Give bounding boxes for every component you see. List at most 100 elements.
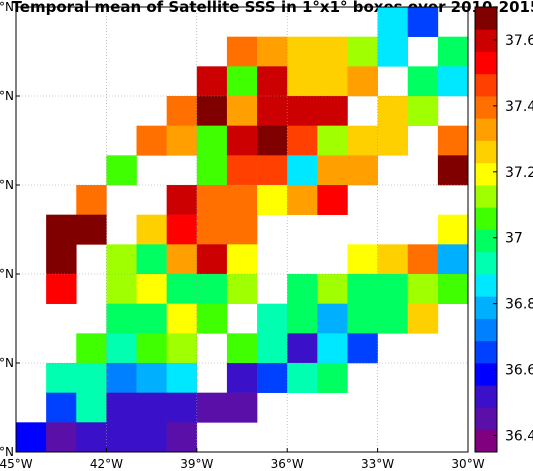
y-tick-label: 15°N <box>0 445 14 459</box>
heatmap-cell <box>377 244 409 275</box>
colorbar-segment <box>475 162 497 186</box>
heatmap-cell <box>257 333 288 364</box>
heatmap-cell <box>437 274 469 304</box>
heatmap-cell <box>347 274 378 304</box>
heatmap-cell <box>257 185 288 215</box>
heatmap-cell <box>196 185 228 215</box>
heatmap-cell <box>46 392 77 423</box>
heatmap-cell <box>226 333 258 364</box>
heatmap-cell <box>287 274 318 304</box>
heatmap-cell <box>347 333 378 364</box>
colorbar-segment <box>475 429 497 453</box>
colorbar-segment <box>475 118 497 141</box>
heatmap-cell <box>407 7 439 37</box>
colorbar-segment <box>475 51 497 75</box>
heatmap-cell <box>226 363 258 393</box>
heatmap-cell <box>317 96 348 126</box>
heatmap-cell <box>226 214 258 245</box>
heatmap-cell <box>196 155 228 186</box>
colorbar-segment <box>475 207 497 230</box>
heatmap-cell <box>136 244 167 275</box>
colorbar-tick-label: 37.4 <box>505 99 533 115</box>
colorbar-segment <box>475 363 497 386</box>
colorbar-tick-label: 36.6 <box>505 363 533 379</box>
y-axis-ticks: 15°N 18°N 21°N 24°N 27°N 30°N <box>0 0 20 459</box>
y-tick-label: 24°N <box>0 178 14 192</box>
heatmap-cell <box>106 303 137 334</box>
heatmap-cell <box>257 303 288 334</box>
heatmap-cell <box>257 36 288 67</box>
x-tick-label: 36°W <box>271 457 304 471</box>
colorbar-segment <box>475 7 497 30</box>
heatmap-cell <box>166 274 198 304</box>
heatmap-cell <box>317 185 348 215</box>
heatmap-cell <box>226 274 258 304</box>
heatmap-cell <box>196 303 228 334</box>
heatmap-cell <box>377 96 409 126</box>
heatmap-cell <box>317 303 348 334</box>
heatmap-cell <box>437 125 469 156</box>
heatmap-cell <box>437 155 469 186</box>
heatmap-cell <box>226 244 258 275</box>
heatmap-cell <box>407 244 439 275</box>
colorbar-segment <box>475 96 497 119</box>
heatmap-cell <box>166 363 198 393</box>
colorbar-tick-label: 37.6 <box>505 33 533 49</box>
heatmap-cell <box>377 36 409 67</box>
chart-title: Temporal mean of Satellite SSS in 1°x1° … <box>12 0 533 16</box>
heatmap-cell <box>287 303 318 334</box>
heatmap-cell <box>136 214 167 245</box>
heatmap-cell <box>287 155 318 186</box>
colorbar-segment <box>475 29 497 52</box>
x-tick-label: 30°W <box>451 457 484 471</box>
heatmap-cell <box>347 244 378 275</box>
heatmap-cell <box>16 422 47 453</box>
colorbar-segment <box>475 185 497 208</box>
heatmap-cell <box>226 36 258 67</box>
heatmap-cell <box>136 274 167 304</box>
heatmap-cell <box>407 274 439 304</box>
heatmap-cell <box>407 96 439 126</box>
heatmap-cell <box>106 333 137 364</box>
heatmap-cell <box>196 125 228 156</box>
heatmap-cell <box>46 422 77 453</box>
heatmap-cell <box>257 96 288 126</box>
heatmap-cell <box>136 392 167 423</box>
colorbar: 36.4 36.6 36.8 37 37.2 37.4 37.6 <box>474 6 533 453</box>
heatmap-cell <box>46 363 77 393</box>
heatmap-cell <box>347 66 378 97</box>
heatmap-cell <box>407 66 439 97</box>
colorbar-segment <box>475 73 497 97</box>
heatmap-cell <box>407 303 439 334</box>
heatmap-cell <box>76 185 107 215</box>
colorbar-tick-label: 37.2 <box>505 165 533 181</box>
heatmap-cell <box>46 244 77 275</box>
heatmap-cell <box>437 214 469 245</box>
colorbar-segment <box>475 318 497 342</box>
heatmap-cell <box>166 244 198 275</box>
heatmap-cell <box>257 125 288 156</box>
heatmap-cell <box>287 363 318 393</box>
heatmap-cell <box>136 303 167 334</box>
heatmap-cell <box>377 125 409 156</box>
heatmap-cell <box>257 363 288 393</box>
heatmap-cell <box>317 155 348 186</box>
heatmap-cell <box>46 274 77 304</box>
heatmap-cell <box>106 422 137 453</box>
x-tick-label: 42°W <box>90 457 123 471</box>
heatmap-cell <box>76 333 107 364</box>
heatmap-cell <box>136 125 167 156</box>
heatmap-cell <box>377 303 409 334</box>
heatmap-cell <box>347 125 378 156</box>
heatmap-cell <box>437 244 469 275</box>
heatmap-cell <box>106 244 137 275</box>
heatmap-cell <box>136 422 167 453</box>
heatmap-cell <box>317 274 348 304</box>
heatmap-cell <box>196 214 228 245</box>
heatmap-cell <box>166 185 198 215</box>
heatmap-cell <box>196 392 228 423</box>
colorbar-segment <box>475 229 497 253</box>
colorbar-tick-label: 36.4 <box>505 429 533 445</box>
colorbar-segment <box>475 274 497 297</box>
x-tick-label: 39°W <box>180 457 213 471</box>
